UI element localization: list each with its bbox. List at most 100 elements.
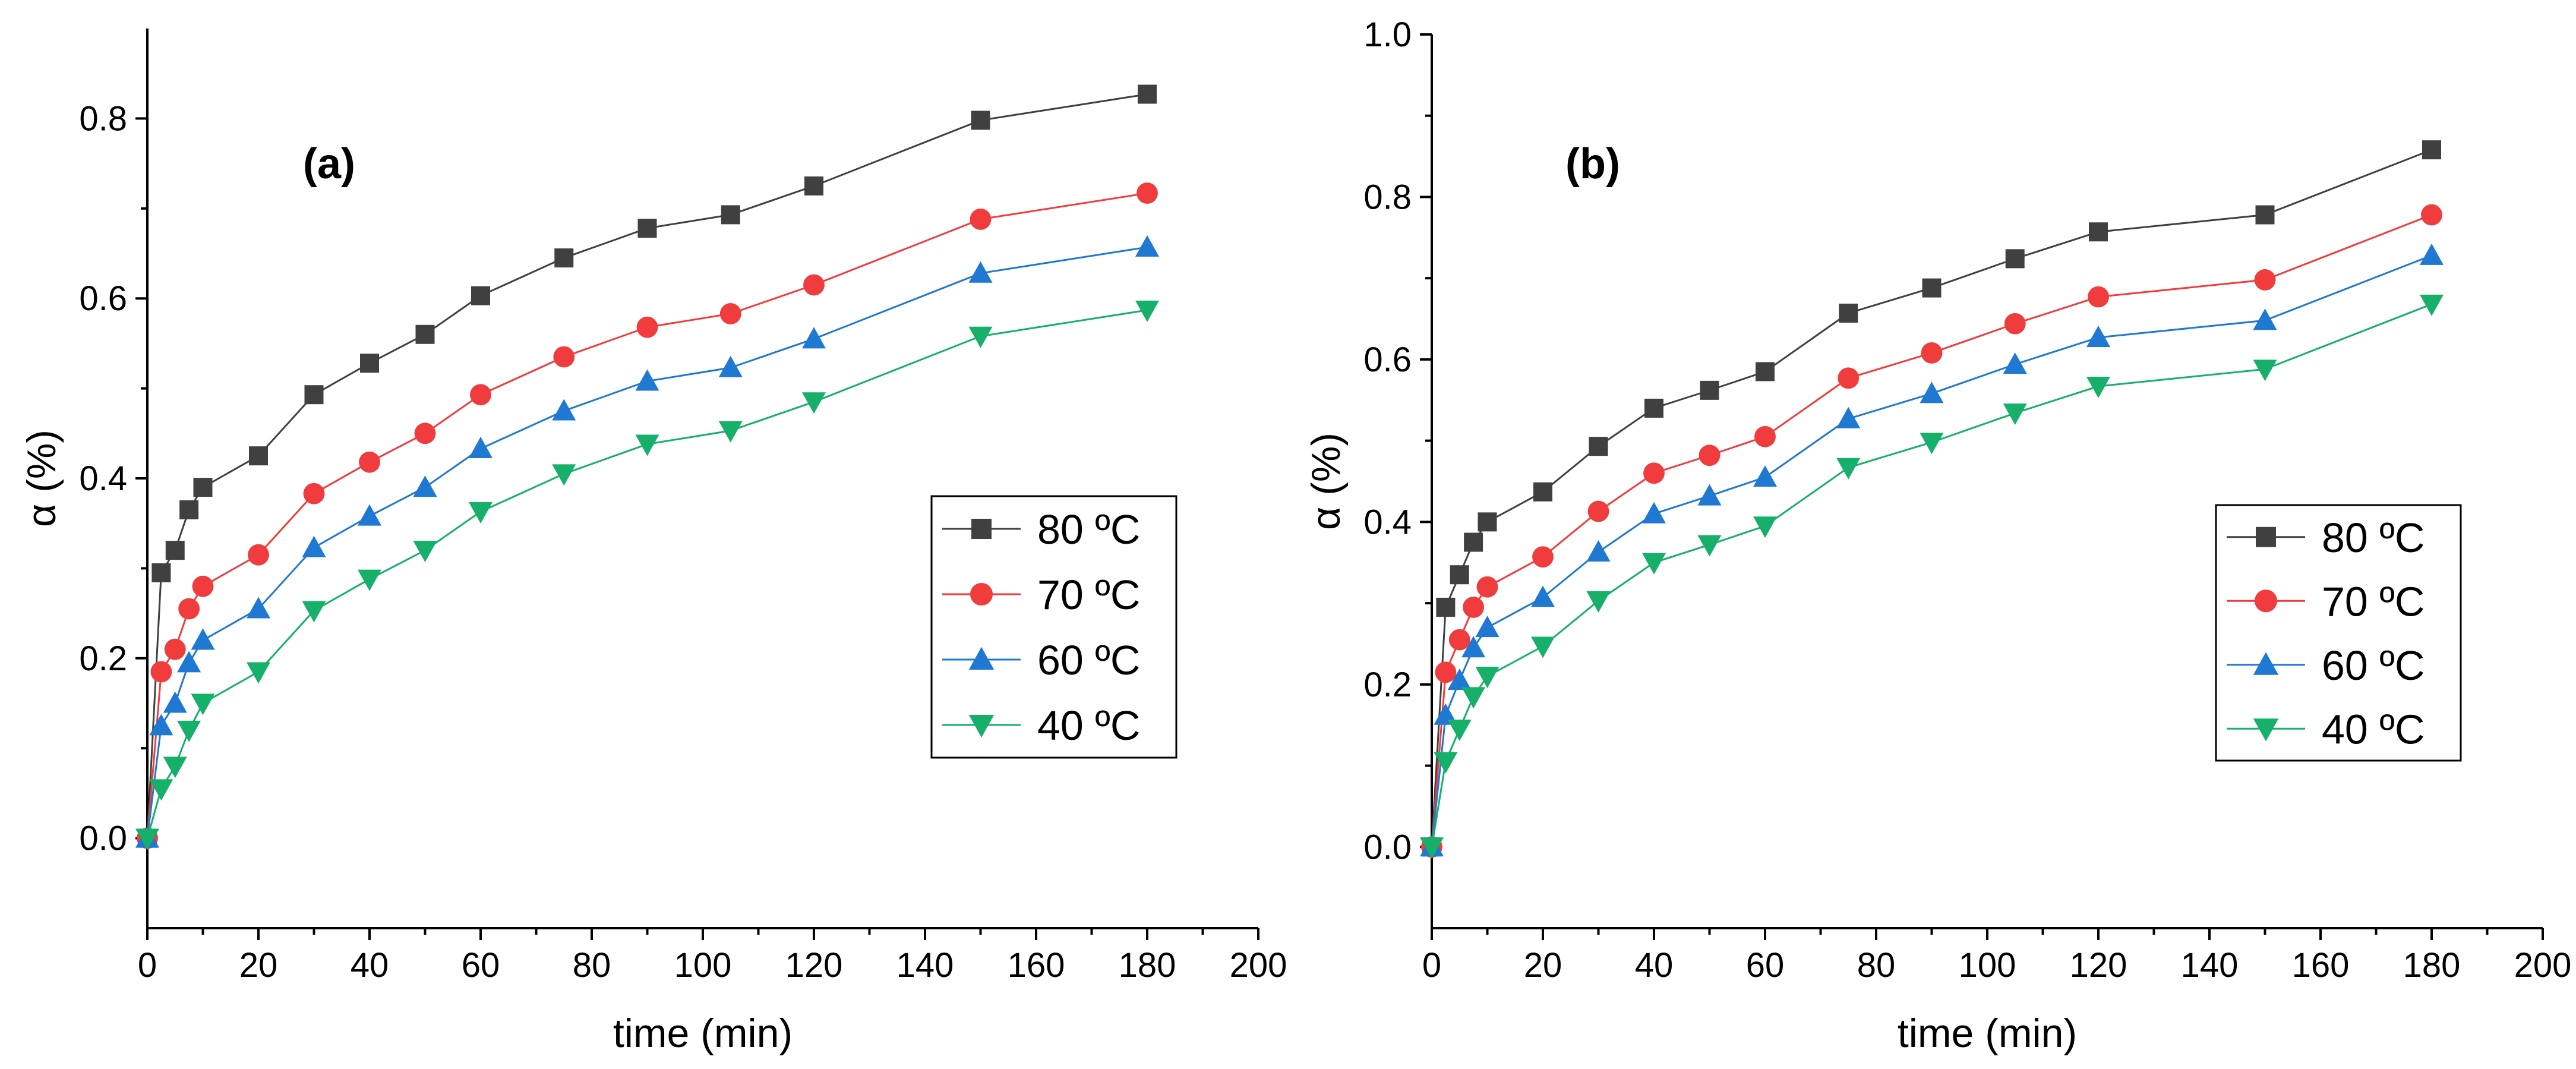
series-line xyxy=(1431,214,2432,847)
data-point xyxy=(968,261,993,283)
data-point xyxy=(1920,381,1944,403)
legend-marker xyxy=(968,715,995,738)
x-tick-label: 140 xyxy=(896,946,954,985)
data-point xyxy=(413,475,437,497)
data-point xyxy=(2086,325,2110,347)
data-point xyxy=(637,219,657,238)
data-point xyxy=(554,248,574,268)
data-point xyxy=(165,541,185,560)
legend-marker xyxy=(2254,589,2278,613)
data-point xyxy=(1753,465,1777,487)
legend-box xyxy=(2215,504,2462,762)
data-point xyxy=(1836,406,1861,428)
data-point xyxy=(178,598,200,620)
data-point xyxy=(1434,752,1458,774)
data-point xyxy=(248,544,269,566)
data-point xyxy=(2420,243,2444,265)
series-3 xyxy=(1420,294,2444,859)
y-tick-label: 1.0 xyxy=(1363,15,1412,54)
data-point xyxy=(1533,482,1552,502)
y-axis-title: α (%) xyxy=(19,430,64,527)
data-point xyxy=(1699,444,1721,466)
data-point xyxy=(359,451,380,473)
legend-label: 60 ºC xyxy=(1037,637,1140,683)
data-point xyxy=(718,421,743,443)
y-axis-title: α (%) xyxy=(1303,433,1349,530)
data-point xyxy=(1921,342,1943,364)
data-point xyxy=(1920,433,1944,455)
data-point xyxy=(971,111,990,130)
data-point xyxy=(1838,367,1860,389)
x-tick-label: 120 xyxy=(2070,946,2127,985)
legend: 80 ºC 70 ºC 60 ºC 40 ºC xyxy=(2215,504,2462,762)
legend-marker xyxy=(2253,652,2279,675)
y-tick-label: 0.4 xyxy=(79,459,127,498)
data-point xyxy=(163,691,187,713)
data-point xyxy=(1464,532,1483,552)
data-point xyxy=(470,384,491,406)
data-point xyxy=(413,541,437,563)
legend-label: 70 ºC xyxy=(2322,578,2425,625)
data-point xyxy=(1478,512,1497,532)
legend-marker xyxy=(971,519,992,539)
data-point xyxy=(1642,502,1666,524)
data-point xyxy=(1436,597,1456,617)
x-tick-label: 160 xyxy=(2292,946,2350,985)
data-point xyxy=(636,316,658,338)
data-point xyxy=(1642,553,1666,575)
y-tick-label: 0.4 xyxy=(1363,503,1412,541)
data-point xyxy=(1643,462,1665,484)
x-tick-label: 100 xyxy=(1959,946,2016,985)
data-point xyxy=(1475,667,1499,689)
data-point xyxy=(193,478,213,497)
legend-marker xyxy=(970,582,993,606)
data-point xyxy=(163,756,187,778)
data-point xyxy=(552,464,576,486)
data-point xyxy=(1531,585,1555,607)
series-line xyxy=(1431,254,2432,847)
data-point xyxy=(1697,484,1722,506)
y-tick-label: 0.8 xyxy=(79,99,127,138)
y-tick-label: 0.0 xyxy=(1363,828,1412,866)
data-point xyxy=(302,601,326,623)
y-tick-label: 0.8 xyxy=(1363,178,1412,216)
data-point xyxy=(2089,222,2108,242)
data-point xyxy=(1587,500,1609,522)
x-tick-label: 40 xyxy=(351,946,389,985)
x-tick-label: 60 xyxy=(462,946,500,985)
data-point xyxy=(2003,403,2027,425)
legend-marker xyxy=(2253,718,2279,742)
x-axis-title: time (min) xyxy=(613,1011,793,1056)
y-tick-label: 0.6 xyxy=(1363,340,1412,379)
data-point xyxy=(1135,300,1159,322)
data-point xyxy=(1138,84,1157,104)
series-1 xyxy=(1421,204,2442,858)
data-point xyxy=(1753,516,1777,538)
data-point xyxy=(2004,313,2026,335)
data-point xyxy=(469,437,493,459)
series-0 xyxy=(1422,140,2441,857)
data-point xyxy=(191,693,215,715)
data-point xyxy=(1461,687,1486,709)
data-point xyxy=(1476,576,1498,598)
data-point xyxy=(802,392,826,414)
data-point xyxy=(552,399,576,421)
data-point xyxy=(247,662,270,684)
data-point xyxy=(1644,398,1663,418)
data-point xyxy=(1447,720,1472,742)
data-point xyxy=(2253,360,2277,381)
legend-marker xyxy=(968,647,995,670)
y-tick-label: 0.6 xyxy=(79,279,127,318)
legend-label: 60 ºC xyxy=(2322,642,2425,689)
data-point xyxy=(2088,286,2109,308)
data-point xyxy=(721,205,740,225)
legend-box xyxy=(930,495,1177,759)
data-point xyxy=(249,446,268,466)
data-point xyxy=(2005,249,2025,269)
data-point xyxy=(1700,380,1719,400)
data-point xyxy=(2422,140,2441,160)
data-point xyxy=(804,176,823,195)
data-point xyxy=(150,661,172,683)
data-point xyxy=(1475,616,1499,638)
series-2 xyxy=(135,235,1159,848)
